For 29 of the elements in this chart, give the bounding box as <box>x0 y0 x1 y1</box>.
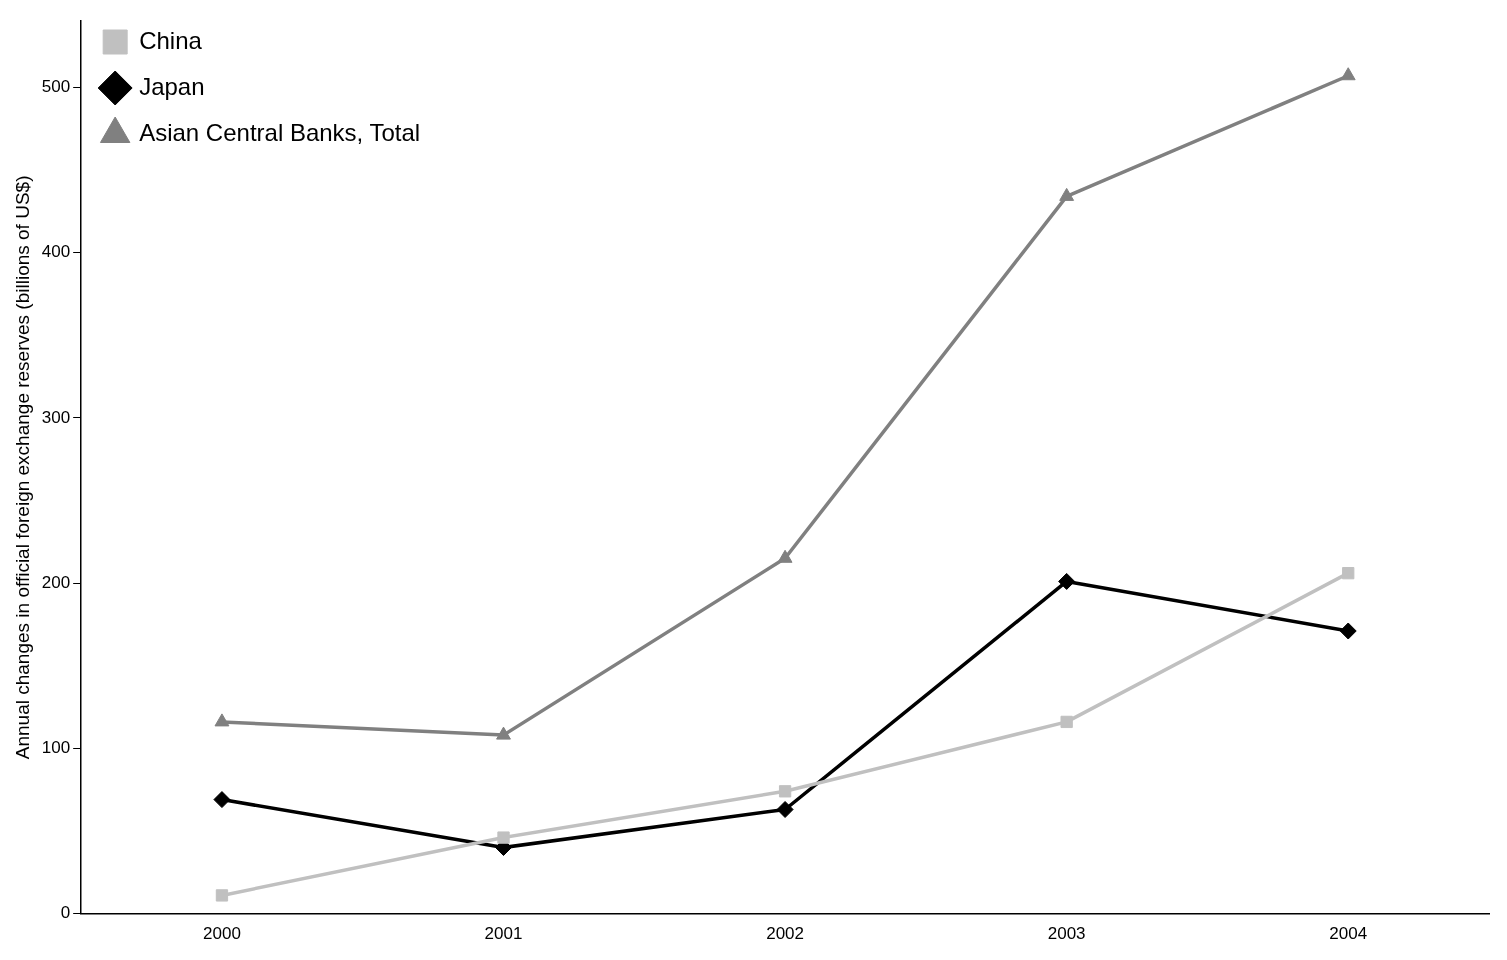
point <box>1340 67 1356 81</box>
point <box>1342 567 1355 580</box>
point <box>778 785 792 798</box>
y-tick-label: 100 <box>41 738 71 758</box>
x-tick-label: 2000 <box>203 924 241 944</box>
x-tick-label: 2002 <box>766 924 804 944</box>
y-tick-label: 200 <box>41 572 71 592</box>
legend-label: Asian Central Banks, Total <box>139 118 421 146</box>
point <box>213 791 231 809</box>
legend-label: Japan <box>139 72 205 100</box>
y-tick-label: 0 <box>60 903 71 923</box>
x-tick-label: 2001 <box>484 924 523 944</box>
point <box>1059 187 1075 201</box>
x-tick-label: 2003 <box>1047 924 1086 944</box>
point <box>1058 572 1076 590</box>
point <box>215 889 229 902</box>
point <box>1339 622 1357 640</box>
y-tick-label: 400 <box>41 242 71 262</box>
y-axis-title: Annual changes in official foreign exchange reserves (billions of US$) <box>11 175 33 760</box>
point <box>777 549 793 563</box>
point <box>776 800 794 818</box>
y-tick-label: 300 <box>41 407 71 427</box>
y-tick-label: 500 <box>41 76 71 96</box>
legend-label: China <box>139 26 203 54</box>
point <box>497 831 510 844</box>
point <box>214 713 230 727</box>
point <box>496 726 511 740</box>
x-tick-label: 2004 <box>1329 924 1368 944</box>
point <box>1060 715 1073 729</box>
